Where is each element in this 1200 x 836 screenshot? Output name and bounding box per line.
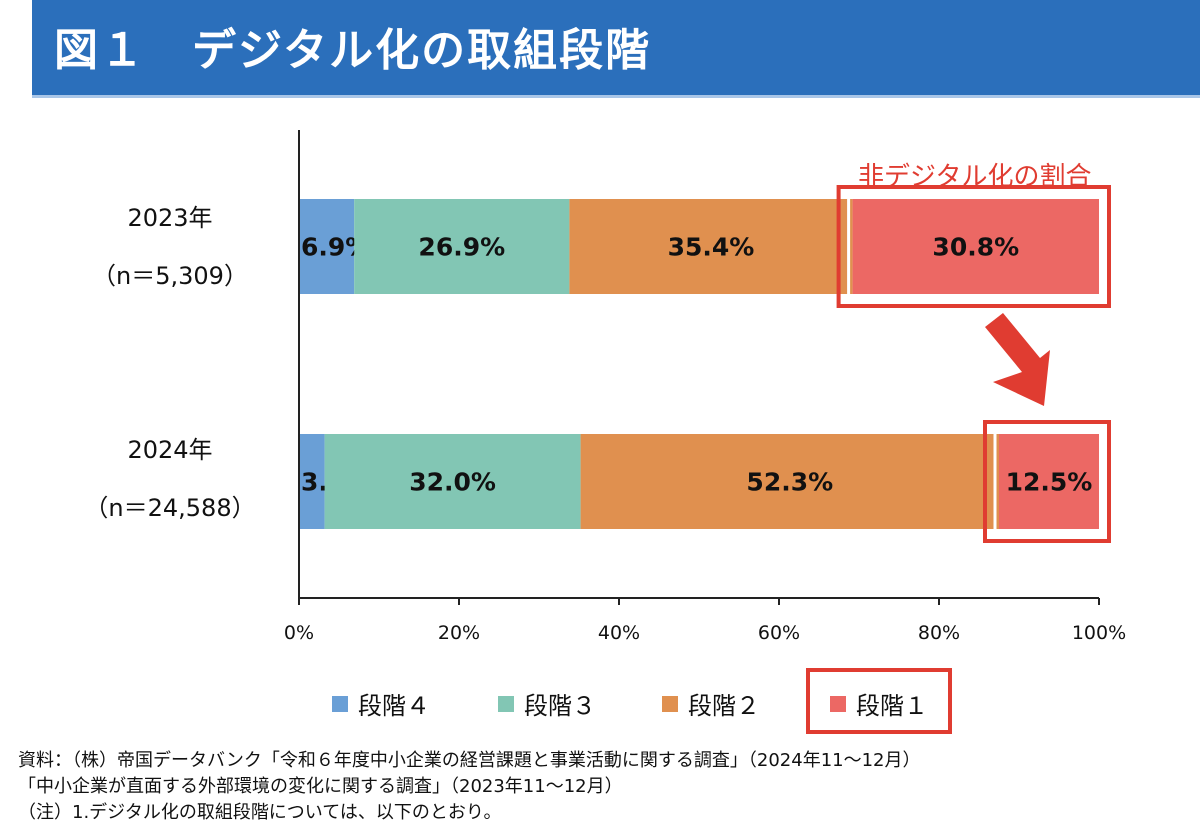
category-label-2023-n: （n＝5,309） [92,262,248,290]
bar-segment-2024-stage3 [324,434,581,529]
note-line-2: 「中小企業が直面する外部環境の変化に関する調査」（2023年11～12月） [18,776,623,797]
data-label-2024-stage2: 52.3% [746,468,833,497]
bar-segment-2024-stage1 [999,434,1099,529]
x-tick-label: 100% [1072,622,1126,644]
category-label-2024-year: 2024年 [127,436,213,464]
highlight-inner-2024 [993,429,1103,534]
bar-segment-2023-stage1 [852,199,1099,294]
data-label-2024-stage3: 32.0% [409,468,496,497]
legend-item-stage1: 段階１ [830,686,928,721]
legend-label-stage4: 段階４ [358,692,430,720]
x-tick-label: 60% [758,622,800,644]
legend-swatch-stage4 [332,695,348,712]
legend-swatch-stage3 [498,695,514,712]
legend-swatch-stage1 [830,695,846,712]
legend-item-stage3: 段階３ [498,686,596,721]
bar-segment-2023-stage2 [569,199,853,294]
legend-item-stage4: 段階４ [332,686,430,721]
legend-label-stage1: 段階１ [856,692,928,720]
category-label-2024-n: （n＝24,588） [84,494,256,522]
source-notes: 資料：（株）帝国データバンク「令和６年度中小企業の経営課題と事業活動に関する調査… [18,748,1194,826]
legend-swatch-stage2 [662,695,678,712]
data-label-2023-stage3: 26.9% [418,233,505,262]
x-tick-label: 20% [438,622,480,644]
legend-highlight-box [806,668,952,734]
x-tick-label: 80% [918,622,960,644]
highlight-inner-2023 [847,194,1103,299]
highlight-box-2024 [983,420,1111,543]
bar-segment-2023-stage4 [299,199,355,294]
bar-segment-2023-stage3 [354,199,570,294]
data-label-2023-stage2: 35.4% [668,233,755,262]
legend-item-stage2: 段階２ [662,686,760,721]
category-label-2023-year: 2023年 [127,204,213,232]
title-bar: 図１ デジタル化の取組段階 [32,0,1200,98]
note-line-3: （注）1.デジタル化の取組段階については、以下のとおり。 [18,802,502,823]
x-tick-label: 40% [598,622,640,644]
highlight-box-2023 [836,185,1111,308]
legend: 段階４ 段階３ 段階２ 段階１ [0,668,1200,734]
bar-segment-2024-stage4 [299,434,325,529]
legend-label-stage2: 段階２ [688,692,760,720]
arrow-icon [985,313,1050,406]
note-line-1: 資料：（株）帝国データバンク「令和６年度中小企業の経営課題と事業活動に関する調査… [18,750,921,771]
chart-title: 図１ デジタル化の取組段階 [54,25,652,76]
legend-label-stage3: 段階３ [524,692,596,720]
bar-segment-2024-stage2 [580,434,999,529]
stacked-bar-chart: 6.9%26.9%35.4%30.8%3.2%32.0%52.3%12.5%0%… [284,130,1126,644]
data-label-2024-stage1: 12.5% [1006,468,1093,497]
arrow-shape [985,313,1050,406]
data-label-2023-stage1: 30.8% [932,233,1019,262]
x-tick-label: 0% [284,622,314,644]
